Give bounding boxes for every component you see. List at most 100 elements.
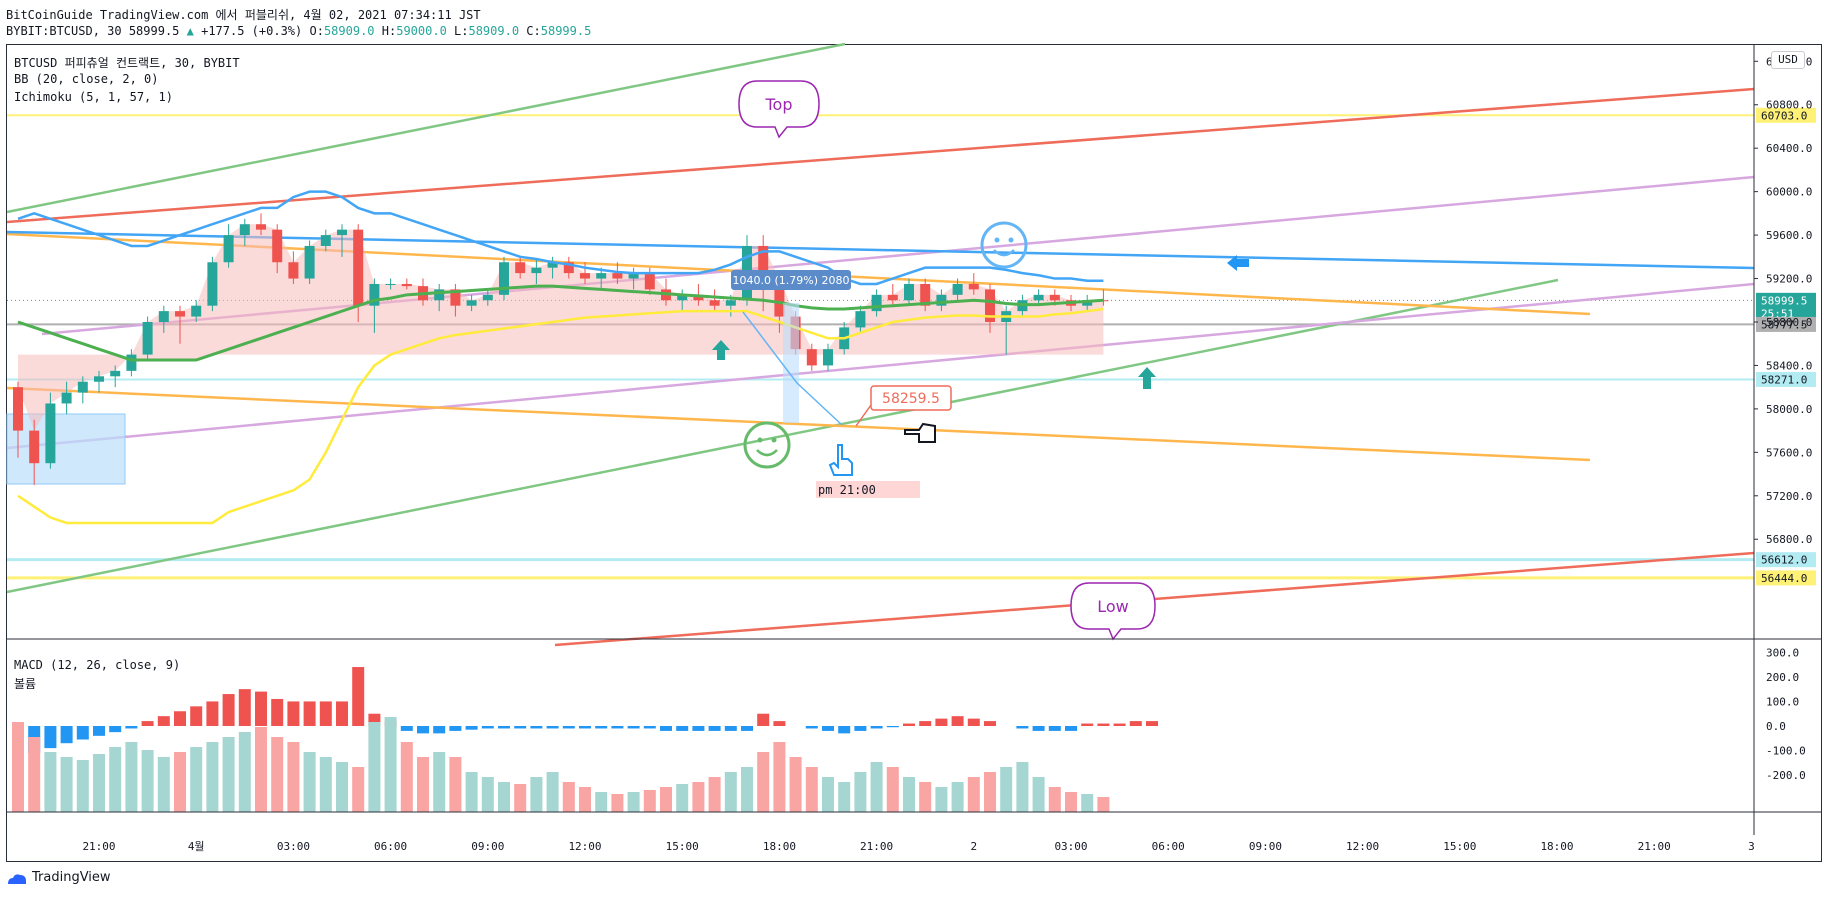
ichimoku-legend[interactable]: Ichimoku (5, 1, 57, 1) — [14, 90, 173, 104]
candle-body[interactable] — [434, 289, 445, 301]
candle-body[interactable] — [61, 392, 72, 404]
candle-body[interactable] — [725, 300, 736, 306]
macd-legend[interactable]: MACD (12, 26, close, 9) — [14, 658, 181, 672]
candle-body[interactable] — [952, 283, 963, 295]
candle-body[interactable] — [207, 262, 218, 306]
candle-body[interactable] — [871, 294, 882, 312]
candle-body[interactable] — [968, 283, 979, 290]
trendline[interactable] — [6, 230, 1755, 270]
candle-body[interactable] — [353, 229, 364, 306]
candle-body[interactable] — [693, 294, 704, 301]
candle-body[interactable] — [288, 262, 299, 279]
candle-body[interactable] — [450, 289, 461, 306]
candle-body[interactable] — [304, 245, 315, 279]
candle-body[interactable] — [563, 262, 574, 274]
tradingview-logo[interactable]: TradingView — [6, 870, 111, 885]
candle-body[interactable] — [677, 294, 688, 301]
candle-body[interactable] — [369, 283, 380, 306]
trendline[interactable] — [6, 87, 1755, 224]
candle-body[interactable] — [110, 370, 121, 377]
candle-body[interactable] — [531, 267, 542, 274]
volume-bar — [660, 787, 672, 812]
candle-body[interactable] — [547, 262, 558, 268]
candle-body[interactable] — [628, 273, 639, 279]
open-value: 58909.0 — [323, 24, 375, 38]
volume-bar — [481, 777, 494, 812]
candle-body[interactable] — [709, 300, 720, 306]
macd-hist-bar — [660, 726, 672, 731]
volume-bar — [174, 752, 186, 812]
time-tick-label: 12:00 — [1346, 840, 1379, 853]
candle-body[interactable] — [385, 283, 396, 285]
candle-body[interactable] — [256, 224, 266, 230]
price-label-text: 58999.5 — [1761, 294, 1807, 307]
candle-body[interactable] — [855, 311, 866, 328]
candle-body[interactable] — [936, 294, 947, 306]
time-tick-label: 12:00 — [568, 840, 601, 853]
candle-body[interactable] — [466, 300, 477, 306]
candle-body[interactable] — [77, 381, 88, 393]
trendline[interactable] — [6, 386, 1591, 462]
volume-bar — [1016, 762, 1029, 812]
candle-body[interactable] — [239, 224, 250, 236]
candle-body[interactable] — [904, 283, 914, 301]
candle-body[interactable] — [272, 229, 283, 263]
trendline[interactable] — [6, 282, 1755, 450]
candle-body[interactable] — [580, 273, 590, 279]
candle-body[interactable] — [191, 305, 202, 317]
candle-body[interactable] — [401, 283, 412, 287]
bb-legend[interactable]: BB (20, close, 2, 0) — [14, 72, 159, 86]
macd-hist-bar — [741, 726, 753, 731]
candle-body[interactable] — [126, 354, 137, 371]
candle-body[interactable] — [774, 278, 785, 317]
close-value: 58999.5 — [540, 24, 592, 38]
time-tick-label: 03:00 — [277, 840, 310, 853]
volume-legend[interactable]: 볼륨 — [14, 677, 37, 691]
measure-label-bg[interactable] — [731, 270, 851, 290]
candle-body[interactable] — [45, 403, 56, 464]
top-callout[interactable]: Top — [738, 80, 820, 139]
candle-body[interactable] — [920, 283, 931, 306]
candle-body[interactable] — [13, 387, 23, 431]
time-tick-label: 3 — [1748, 840, 1755, 853]
candle-body[interactable] — [142, 321, 153, 355]
volume-bar — [465, 772, 478, 812]
candle-body[interactable] — [806, 349, 817, 366]
volume-bar — [125, 742, 138, 812]
candle-body[interactable] — [644, 273, 655, 290]
candle-body[interactable] — [223, 235, 234, 263]
time-tick-label: 15:00 — [1443, 840, 1476, 853]
candle-body[interactable] — [175, 311, 185, 317]
candle-body[interactable] — [758, 245, 769, 279]
candle-body[interactable] — [985, 289, 995, 322]
currency-button[interactable]: USD — [1771, 51, 1805, 69]
volume-bar — [1032, 777, 1045, 812]
price-marker-box[interactable] — [870, 385, 952, 411]
range-box[interactable] — [6, 413, 126, 485]
volume-bar — [789, 757, 802, 812]
candle-body[interactable] — [320, 235, 331, 246]
price-label — [1756, 107, 1816, 123]
candle-body[interactable] — [1049, 294, 1060, 301]
volume-bar — [1048, 787, 1061, 812]
candle-body[interactable] — [499, 262, 509, 295]
low-callout[interactable]: Low — [1070, 582, 1156, 641]
smiley-eye — [771, 437, 777, 443]
volume-bar — [724, 772, 737, 812]
candle-body[interactable] — [887, 294, 898, 301]
candle-body[interactable] — [1082, 300, 1093, 306]
trendline[interactable] — [6, 278, 1559, 594]
trendline[interactable] — [6, 42, 846, 214]
candle-body[interactable] — [29, 430, 40, 464]
candle-body[interactable] — [823, 349, 833, 366]
candle-body[interactable] — [1033, 294, 1044, 301]
candle-body[interactable] — [612, 273, 623, 279]
candle-body[interactable] — [515, 262, 526, 274]
candle-body[interactable] — [337, 229, 347, 236]
candle-body[interactable] — [94, 376, 104, 382]
candle-body[interactable] — [596, 273, 607, 279]
price-tick-label: 58800.0 — [1766, 316, 1812, 329]
candle-body[interactable] — [482, 294, 493, 301]
candle-body[interactable] — [158, 311, 169, 322]
